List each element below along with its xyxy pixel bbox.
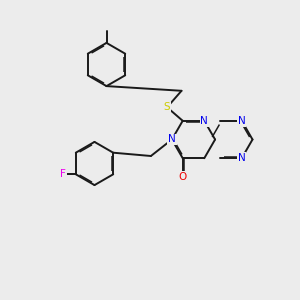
Text: N: N: [238, 153, 246, 163]
Text: O: O: [178, 172, 187, 182]
Text: S: S: [164, 102, 170, 112]
Text: N: N: [238, 116, 246, 126]
Text: N: N: [168, 134, 176, 145]
Text: F: F: [60, 169, 66, 179]
Text: N: N: [200, 116, 208, 126]
